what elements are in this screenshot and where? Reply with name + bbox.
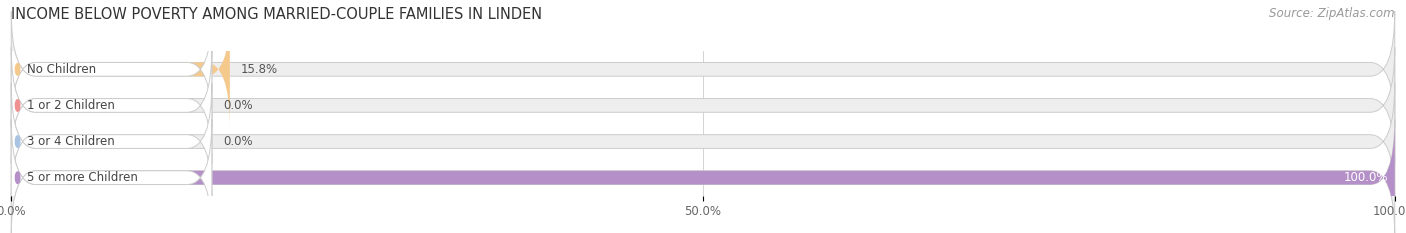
Text: No Children: No Children — [27, 63, 96, 76]
Circle shape — [15, 64, 20, 75]
FancyBboxPatch shape — [11, 11, 1395, 127]
Circle shape — [15, 136, 20, 147]
Text: Source: ZipAtlas.com: Source: ZipAtlas.com — [1270, 7, 1395, 20]
FancyBboxPatch shape — [11, 120, 1395, 233]
Text: 0.0%: 0.0% — [224, 135, 253, 148]
FancyBboxPatch shape — [11, 47, 1395, 164]
FancyBboxPatch shape — [11, 120, 1395, 233]
Circle shape — [15, 172, 20, 183]
FancyBboxPatch shape — [11, 11, 229, 127]
Text: 100.0%: 100.0% — [1343, 171, 1388, 184]
Text: INCOME BELOW POVERTY AMONG MARRIED-COUPLE FAMILIES IN LINDEN: INCOME BELOW POVERTY AMONG MARRIED-COUPL… — [11, 7, 543, 22]
Text: 5 or more Children: 5 or more Children — [27, 171, 138, 184]
FancyBboxPatch shape — [11, 83, 212, 200]
Text: 15.8%: 15.8% — [240, 63, 278, 76]
Text: 0.0%: 0.0% — [224, 99, 253, 112]
FancyBboxPatch shape — [11, 11, 212, 127]
Circle shape — [15, 100, 20, 111]
FancyBboxPatch shape — [11, 47, 212, 164]
FancyBboxPatch shape — [11, 83, 1395, 200]
Text: 1 or 2 Children: 1 or 2 Children — [27, 99, 115, 112]
FancyBboxPatch shape — [11, 120, 212, 233]
Text: 3 or 4 Children: 3 or 4 Children — [27, 135, 114, 148]
